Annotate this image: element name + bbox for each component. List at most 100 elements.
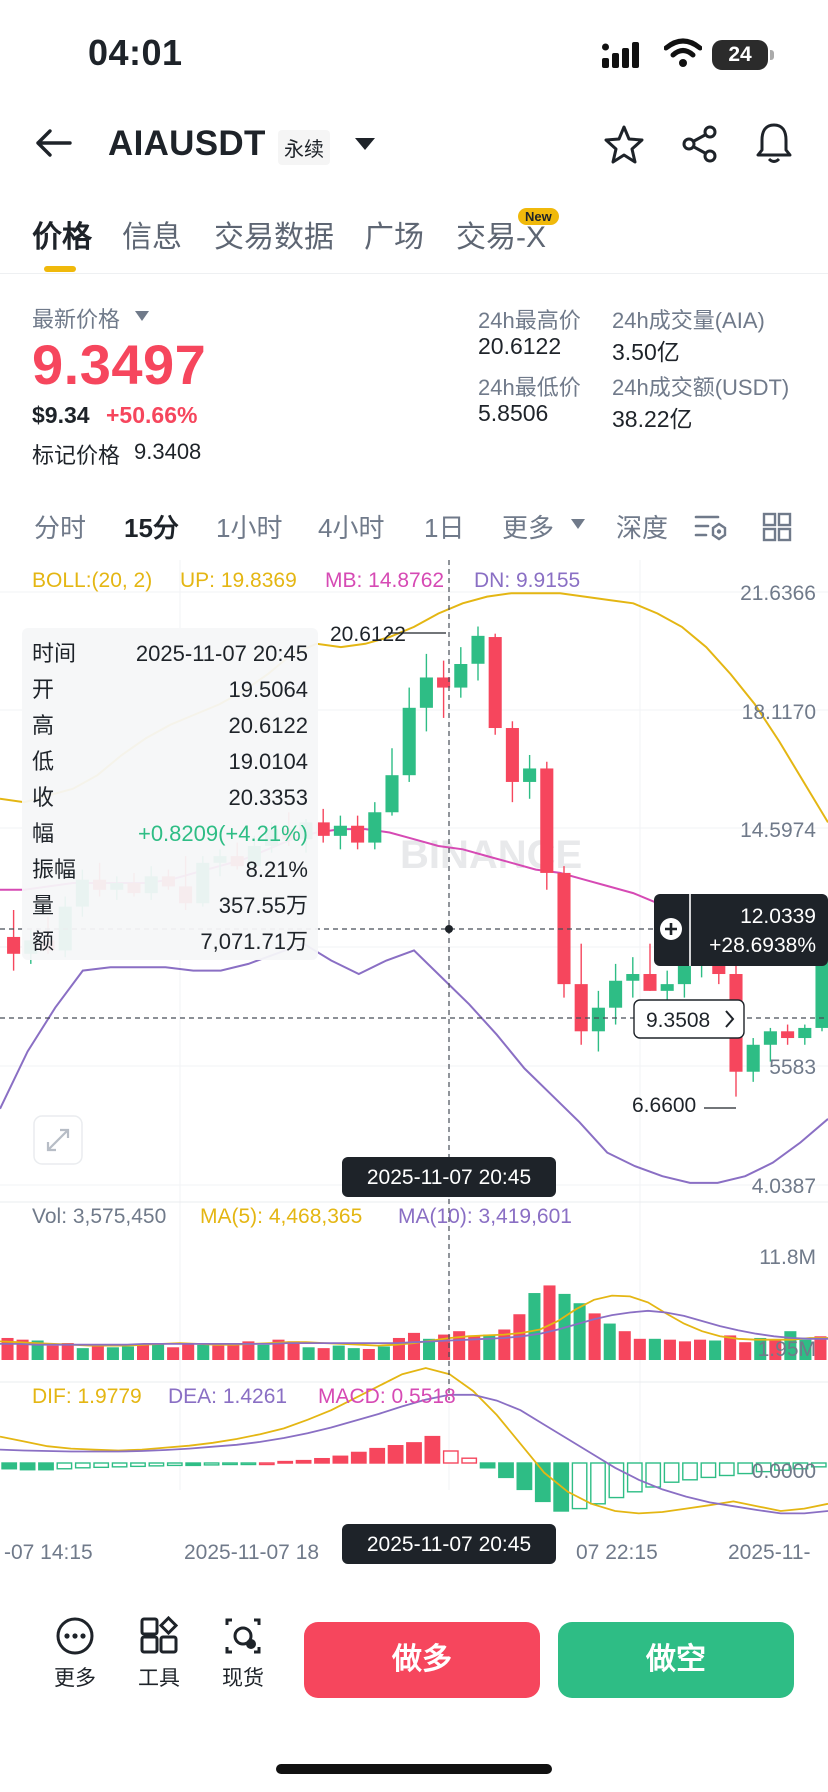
- vol-ma10: MA(10): 3,419,601: [398, 1205, 572, 1228]
- macd-bar: [314, 1457, 330, 1464]
- more-icon: [56, 1617, 94, 1655]
- tools-tool[interactable]: 工具: [124, 1616, 194, 1692]
- macd-bar: [792, 1462, 809, 1470]
- vol-ma5: MA(5): 4,468,365: [200, 1205, 362, 1228]
- info-key: 额: [32, 929, 55, 954]
- interval-4h[interactable]: 4小时: [318, 513, 385, 543]
- volume-bar: [61, 1343, 74, 1360]
- candle-body: [643, 974, 657, 991]
- volume-bar: [573, 1303, 586, 1360]
- fullscreen-icon: [33, 1115, 83, 1165]
- volume-bar: [272, 1339, 285, 1360]
- interval-15m[interactable]: 15分: [124, 513, 179, 543]
- volume-bar: [167, 1347, 180, 1360]
- symbol-title[interactable]: AIAUSDT: [108, 124, 266, 163]
- spot-tool[interactable]: 现货: [208, 1616, 278, 1692]
- last-price-label[interactable]: 最新价格: [32, 307, 121, 332]
- info-key: 时间: [32, 641, 77, 666]
- low-value: 5.8506: [478, 400, 549, 426]
- short-button[interactable]: 做空: [558, 1622, 794, 1698]
- candle-body: [316, 822, 330, 836]
- candle-body: [488, 637, 502, 729]
- macd-bar: [56, 1462, 73, 1470]
- interval-depth[interactable]: 深度: [616, 513, 669, 543]
- info-row: 高 20.6122: [32, 708, 308, 744]
- crosshair-time-bottom: 2025-11-07 20:45: [367, 1533, 531, 1556]
- info-value: 357.55万: [218, 893, 308, 918]
- more-tool[interactable]: 更多: [40, 1616, 110, 1692]
- volume-bar: [362, 1348, 375, 1360]
- macd-bar: [369, 1447, 386, 1464]
- macd-bar: [258, 1462, 275, 1466]
- tab-trading-data[interactable]: 交易数据: [214, 221, 334, 254]
- kline-chart[interactable]: BINANCE BOLL:(20, 2) UP: 19.8369 MB: 14.…: [0, 560, 828, 1600]
- tab-price[interactable]: 价格: [32, 221, 92, 254]
- volume-bar: [709, 1340, 722, 1360]
- candle-body: [781, 1031, 795, 1039]
- tab-square[interactable]: 广场: [364, 221, 424, 254]
- price-axis-label: 14.5974: [740, 819, 816, 842]
- macd-bar: [240, 1462, 257, 1466]
- tools-label: 工具: [138, 1667, 180, 1690]
- star-icon[interactable]: [604, 124, 644, 164]
- volume-bar: [182, 1343, 195, 1360]
- long-button[interactable]: 做多: [304, 1622, 540, 1698]
- caret-down-icon[interactable]: [134, 310, 150, 322]
- interval-more[interactable]: 更多: [502, 513, 555, 543]
- volume-bar: [227, 1343, 240, 1360]
- info-value: 20.6122: [228, 713, 308, 738]
- boll-mb: MB: 14.8762: [325, 569, 444, 592]
- info-value: +0.8209(+4.21%): [137, 821, 308, 846]
- share-icon[interactable]: [680, 124, 720, 164]
- candle-body: [591, 1007, 605, 1032]
- macd-bar: [111, 1462, 128, 1468]
- interval-1d[interactable]: 1日: [424, 513, 465, 543]
- macd-bar: [185, 1462, 202, 1467]
- usd-price: $9.34: [32, 402, 90, 428]
- grid-layout-icon[interactable]: [762, 512, 792, 542]
- price-axis-label: 5583: [769, 1056, 816, 1079]
- macd-bar: [130, 1462, 146, 1468]
- info-value: 19.5064: [228, 677, 308, 702]
- volume-bar: [46, 1345, 59, 1360]
- interval-1h[interactable]: 1小时: [216, 513, 283, 543]
- tab-trade-x[interactable]: 交易-X: [456, 221, 546, 254]
- macd-bar: [93, 1462, 110, 1469]
- candle-body: [351, 825, 365, 843]
- macd-bar: [166, 1462, 183, 1467]
- caret-down-icon[interactable]: [570, 518, 586, 530]
- macd-bar: [74, 1462, 91, 1469]
- volume-bar: [754, 1337, 767, 1360]
- volume-bar: [724, 1335, 737, 1360]
- crosshair-change: +28.6938%: [709, 934, 816, 957]
- volume-bar: [453, 1331, 466, 1360]
- macd-bar: [332, 1455, 349, 1464]
- boll-up: UP: 19.8369: [180, 569, 297, 592]
- current-price-tag: 9.3508: [646, 1009, 710, 1032]
- bell-icon[interactable]: [754, 122, 794, 164]
- volume-bar: [136, 1343, 150, 1360]
- volume-label: 24h成交量(AIA): [612, 308, 765, 333]
- candle-body: [609, 980, 623, 1008]
- tab-info[interactable]: 信息: [122, 221, 182, 254]
- candle-body: [746, 1044, 760, 1072]
- volume-bar: [663, 1339, 676, 1360]
- candle-body: [419, 677, 433, 708]
- volume-bars: [0, 1285, 828, 1360]
- macd-bar: [406, 1442, 422, 1464]
- indicator-settings-icon[interactable]: [694, 512, 728, 542]
- candles: [7, 626, 828, 1097]
- macd-bar: [277, 1460, 294, 1464]
- interval-timeline[interactable]: 分时: [34, 513, 87, 543]
- spot-label: 现货: [222, 1667, 264, 1690]
- info-value: 19.0104: [228, 749, 308, 774]
- bottom-action-bar: 更多 工具 现货 做多 做空: [0, 1600, 828, 1792]
- macd-bar: [38, 1462, 54, 1471]
- back-arrow-icon[interactable]: [34, 128, 72, 158]
- macd-bar: [424, 1435, 441, 1464]
- macd-bar: [442, 1450, 459, 1464]
- volume-bar: [377, 1346, 390, 1360]
- caret-down-icon[interactable]: [354, 136, 376, 152]
- watermark-text: BINANCE: [400, 833, 582, 877]
- info-key: 收: [32, 785, 55, 810]
